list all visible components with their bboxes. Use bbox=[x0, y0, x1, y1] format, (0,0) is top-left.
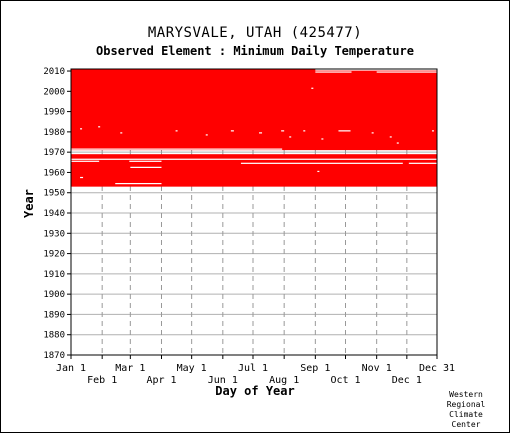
missing-segment bbox=[408, 162, 437, 164]
data-layer bbox=[71, 69, 437, 187]
missing-segment bbox=[71, 158, 437, 160]
x-tick-label: Feb 1 bbox=[87, 375, 117, 386]
x-tick-label: Oct 1 bbox=[330, 375, 360, 386]
x-tick-label: May 1 bbox=[177, 363, 207, 374]
missing-segment bbox=[281, 130, 285, 132]
missing-segment bbox=[129, 160, 162, 162]
missing-segment bbox=[115, 182, 162, 185]
y-tick-label: 1960 bbox=[43, 168, 65, 178]
missing-segment bbox=[315, 69, 437, 71]
y-tick-label: 1890 bbox=[43, 310, 65, 320]
y-tick-label: 1910 bbox=[43, 270, 65, 280]
y-tick-label: 1920 bbox=[43, 250, 65, 260]
y-tick-label: 1980 bbox=[43, 128, 65, 138]
credit-line: Center bbox=[451, 420, 481, 429]
y-tick-label: 1970 bbox=[43, 148, 65, 158]
x-tick-label: Apr 1 bbox=[146, 375, 176, 386]
x-tick-label: Nov 1 bbox=[362, 363, 392, 374]
missing-layer bbox=[71, 69, 437, 185]
y-tick-label: 1990 bbox=[43, 108, 65, 118]
credit-line: Climate bbox=[449, 410, 483, 419]
y-tick-label: 1940 bbox=[43, 209, 65, 219]
missing-segment bbox=[321, 138, 324, 140]
chart-title: MARYSVALE, UTAH (425477) bbox=[147, 25, 363, 41]
x-axis-label-text: Day of Year bbox=[215, 384, 295, 398]
axes-layer bbox=[67, 68, 438, 359]
x-tick-label: Aug 1 bbox=[269, 375, 299, 386]
x-tick-label: Dec 31 bbox=[419, 363, 455, 374]
y-tick-label: 1870 bbox=[43, 351, 65, 361]
x-tick-label: Jul 1 bbox=[238, 363, 268, 374]
x-tick-label: Dec 1 bbox=[392, 375, 422, 386]
y-tick-label: 1950 bbox=[43, 189, 65, 199]
x-tick-label: Sep 1 bbox=[300, 363, 330, 374]
plot-border bbox=[70, 68, 438, 356]
credit-line: Regional bbox=[446, 400, 486, 409]
chart-subtitle: Observed Element : Minimum Daily Tempera… bbox=[96, 44, 414, 58]
missing-segment bbox=[315, 71, 352, 73]
missing-segment bbox=[303, 130, 306, 132]
missing-segment bbox=[289, 136, 292, 138]
missing-segment bbox=[396, 142, 399, 144]
x-axis-label: Day of Year bbox=[0, 384, 510, 398]
missing-segment bbox=[205, 134, 208, 136]
missing-segment bbox=[98, 126, 101, 128]
missing-segment bbox=[175, 130, 178, 132]
missing-segment bbox=[240, 162, 403, 164]
missing-segment bbox=[389, 136, 392, 138]
missing-segment bbox=[80, 128, 83, 130]
missing-segment bbox=[71, 148, 283, 150]
x-tick-label: Jun 1 bbox=[208, 375, 238, 386]
tick-labels: 1870 1880 1890 1900 1910 1920 1930 1940 1950 1960… bbox=[43, 67, 455, 386]
missing-segment bbox=[338, 130, 351, 132]
missing-segment bbox=[80, 176, 84, 179]
missing-segment bbox=[371, 132, 374, 134]
missing-segment bbox=[120, 132, 123, 134]
credit-block: Western Regional Climate Center bbox=[436, 390, 496, 430]
y-tick-label: 1900 bbox=[43, 290, 65, 300]
y-tick-label: 1880 bbox=[43, 331, 65, 341]
missing-segment bbox=[259, 132, 263, 134]
missing-segment bbox=[431, 130, 434, 132]
missing-segment bbox=[130, 166, 162, 168]
missing-segment bbox=[71, 160, 100, 162]
missing-segment bbox=[376, 71, 437, 73]
y-tick-label: 1930 bbox=[43, 229, 65, 239]
missing-segment bbox=[317, 170, 320, 173]
missing-segment bbox=[230, 130, 234, 132]
observed-block bbox=[71, 69, 437, 151]
x-tick-label: Jan 1 bbox=[56, 363, 86, 374]
credit-line: Western bbox=[449, 390, 483, 399]
y-tick-label: 2010 bbox=[43, 67, 65, 77]
x-tick-label: Mar 1 bbox=[115, 363, 145, 374]
missing-segment bbox=[311, 87, 314, 89]
y-tick-label: 2000 bbox=[43, 87, 65, 97]
